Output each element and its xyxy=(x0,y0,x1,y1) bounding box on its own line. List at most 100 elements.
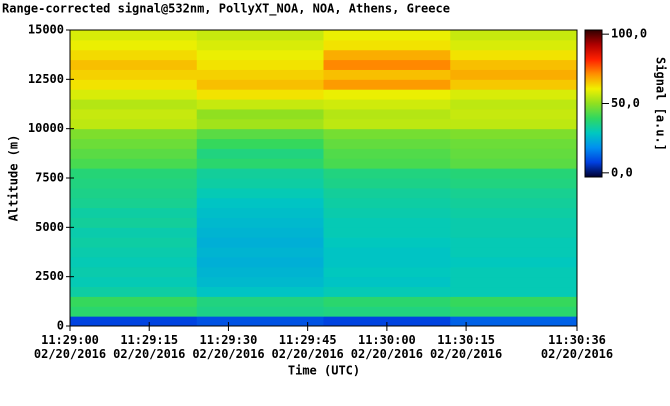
heatmap-cell xyxy=(196,266,324,278)
heatmap-cell xyxy=(70,99,198,110)
heatmap-cell xyxy=(70,306,198,317)
heatmap-cell xyxy=(323,306,451,317)
heatmap-cell xyxy=(70,247,198,258)
heatmap-cell xyxy=(450,276,578,288)
heatmap-cell xyxy=(70,30,198,41)
colorbar-tick-label: 100,0 xyxy=(611,27,647,41)
heatmap-cell xyxy=(196,158,324,169)
y-tick-label: 15000 xyxy=(28,23,64,37)
heatmap-cell xyxy=(450,69,578,80)
heatmap-cell xyxy=(450,138,578,149)
heatmap-cell xyxy=(323,30,451,41)
heatmap-cell xyxy=(196,118,324,130)
heatmap-cell xyxy=(196,49,324,61)
x-tick-label: 11:29:15 02/20/2016 xyxy=(113,333,186,361)
heatmap-cell xyxy=(70,79,198,90)
heatmap-cell xyxy=(196,168,324,179)
heatmap-cell xyxy=(323,128,451,140)
heatmap-cell xyxy=(450,148,578,159)
heatmap-cell xyxy=(323,316,451,327)
heatmap-cell xyxy=(450,49,578,61)
heatmap-cell xyxy=(323,49,451,61)
heatmap-cell xyxy=(196,79,324,90)
heatmap-cell xyxy=(323,296,451,307)
heatmap-cell xyxy=(450,178,578,189)
heatmap-cell xyxy=(450,306,578,317)
heatmap-cell xyxy=(70,207,198,218)
heatmap-cell xyxy=(196,108,324,120)
heatmap-cell xyxy=(196,247,324,258)
heatmap-cell xyxy=(196,39,324,51)
colorbar-tick-label: 50,0 xyxy=(611,96,640,110)
heatmap-cell xyxy=(70,108,198,120)
heatmap-cell xyxy=(70,286,198,297)
heatmap-cell xyxy=(196,286,324,297)
heatmap-cell xyxy=(70,237,198,248)
heatmap-cell xyxy=(70,59,198,70)
heatmap-cell xyxy=(70,296,198,307)
heatmap-cell xyxy=(323,89,451,100)
heatmap-cell xyxy=(70,158,198,169)
heatmap-cell xyxy=(196,207,324,218)
heatmap-cell xyxy=(323,138,451,149)
heatmap-cell xyxy=(196,128,324,140)
y-axis-label: Altitude (m) xyxy=(7,135,21,222)
heatmap-cell xyxy=(70,178,198,189)
heatmap-cell xyxy=(70,118,198,130)
colorbar-label: Signal [a.u.] xyxy=(654,57,668,151)
heatmap-cell xyxy=(196,148,324,159)
heatmap-cell xyxy=(70,256,198,268)
heatmap-cell xyxy=(196,256,324,268)
heatmap-cell xyxy=(450,237,578,248)
heatmap-cell xyxy=(70,187,198,199)
heatmap-cell xyxy=(450,187,578,199)
heatmap-cell xyxy=(323,256,451,268)
heatmap-cell xyxy=(323,168,451,179)
heatmap-cell xyxy=(196,296,324,307)
heatmap-cell xyxy=(450,247,578,258)
heatmap-cell xyxy=(323,227,451,238)
heatmap-cell xyxy=(196,316,324,327)
heatmap-cell xyxy=(450,79,578,90)
heatmap-cell xyxy=(450,296,578,307)
heatmap-cell xyxy=(450,168,578,179)
heatmap-cell xyxy=(450,266,578,278)
heatmap-cell xyxy=(450,197,578,209)
heatmap-cell xyxy=(323,217,451,228)
x-tick-label: 11:30:00 02/20/2016 xyxy=(350,333,423,361)
heatmap-cell xyxy=(70,49,198,61)
heatmap-cell xyxy=(70,128,198,140)
heatmap-cell xyxy=(323,187,451,199)
heatmap-cell xyxy=(196,99,324,110)
heatmap-cell xyxy=(70,316,198,327)
colorbar-tick-label: 0,0 xyxy=(611,165,633,179)
heatmap-cell xyxy=(70,266,198,278)
heatmap-cell xyxy=(196,217,324,228)
heatmap-cell xyxy=(323,99,451,110)
y-tick-label: 7500 xyxy=(35,171,64,185)
heatmap-cell xyxy=(196,276,324,288)
heatmap-cell xyxy=(196,69,324,80)
heatmap-cell xyxy=(450,316,578,327)
x-tick-label: 11:30:15 02/20/2016 xyxy=(429,333,503,361)
heatmap-cell xyxy=(323,247,451,258)
heatmap-cell xyxy=(450,227,578,238)
y-tick-label: 12500 xyxy=(28,72,64,86)
heatmap-cell xyxy=(323,79,451,90)
heatmap-cell xyxy=(196,59,324,70)
heatmap-cell xyxy=(323,276,451,288)
heatmap-cell xyxy=(70,148,198,159)
chart-title: Range-corrected signal@532nm, PollyXT_NO… xyxy=(2,2,450,17)
heatmap-cell xyxy=(196,138,324,149)
heatmap-cell xyxy=(450,89,578,100)
heatmap-cell xyxy=(196,30,324,41)
heatmap-cell xyxy=(450,158,578,169)
y-tick-label: 2500 xyxy=(35,269,64,283)
heatmap-cell xyxy=(450,286,578,297)
heatmap-cell xyxy=(450,108,578,120)
heatmap-cell xyxy=(323,39,451,51)
y-tick-label: 0 xyxy=(57,319,64,333)
heatmap-cell xyxy=(323,207,451,218)
heatmap-cell xyxy=(450,30,578,41)
